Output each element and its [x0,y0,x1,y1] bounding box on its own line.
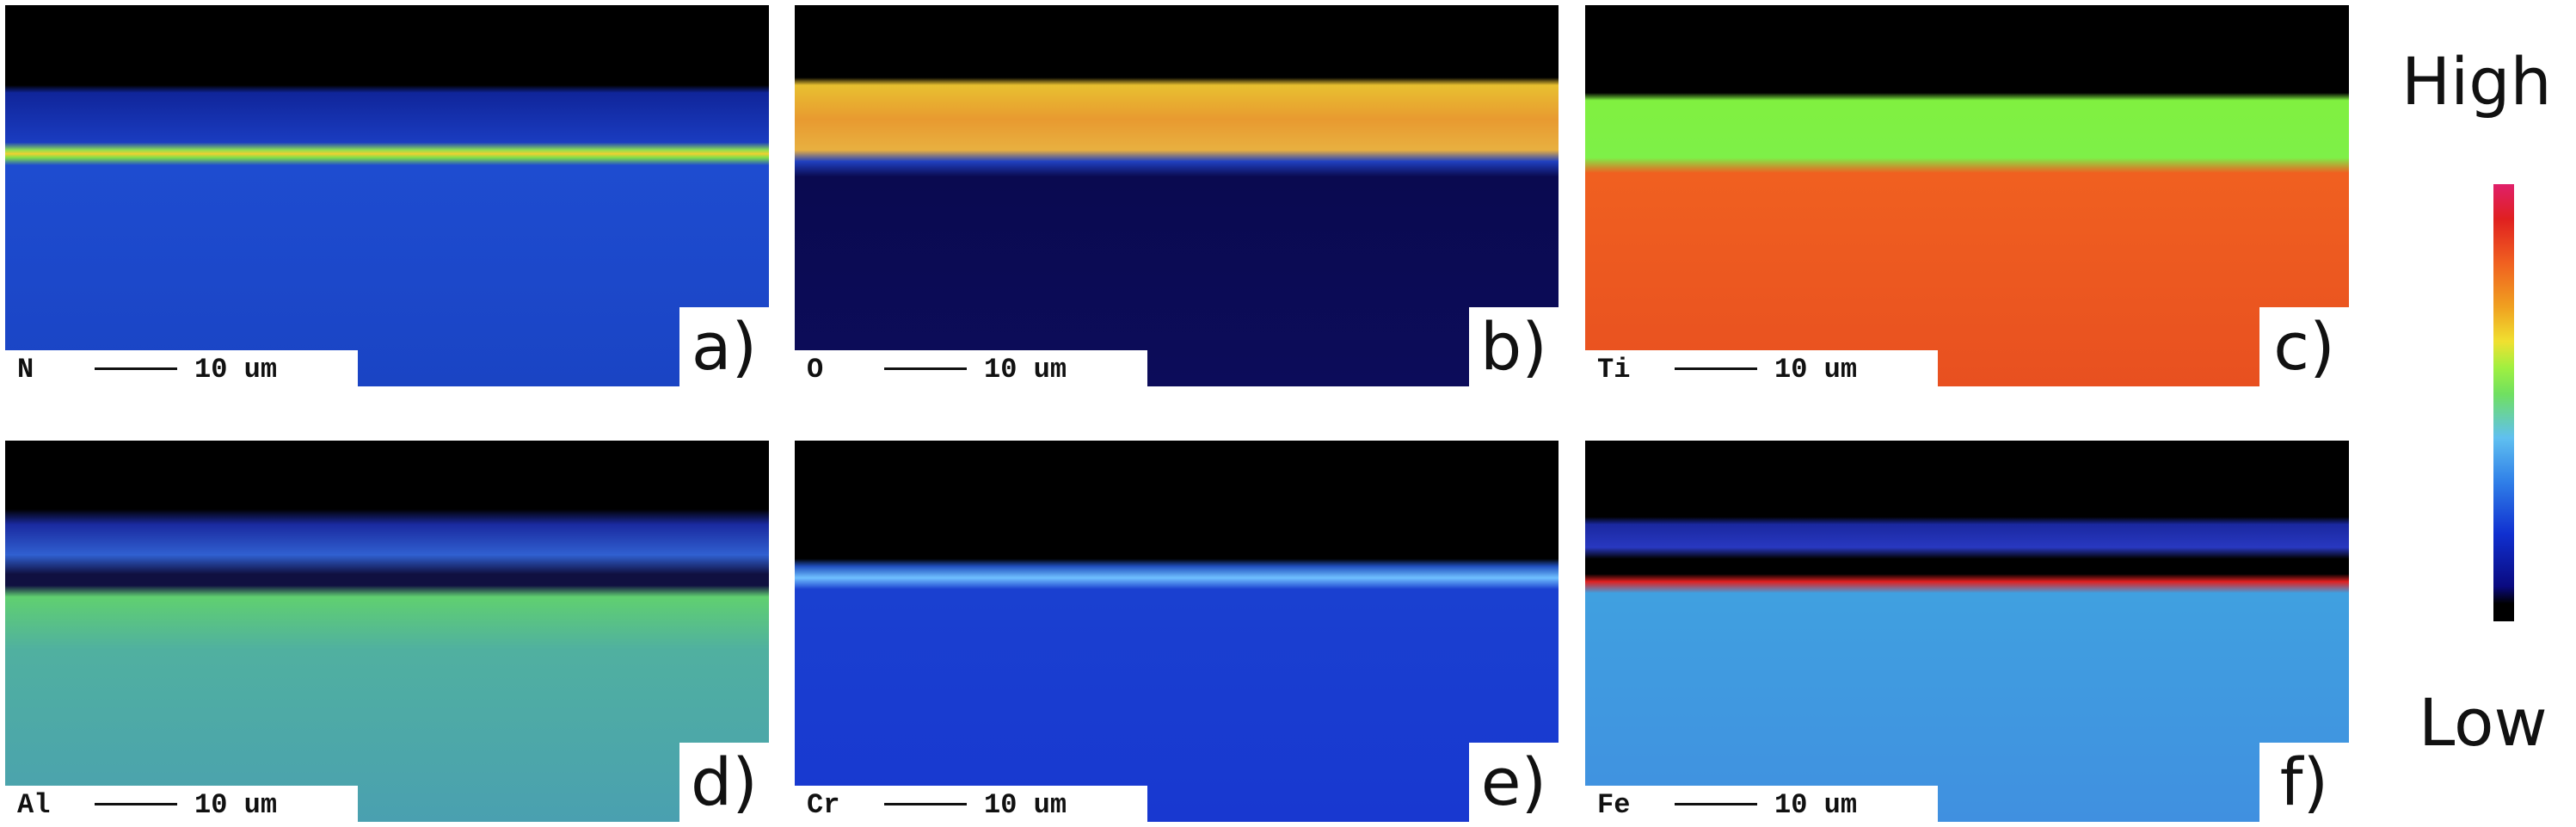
scale-label: 10 um [194,354,278,386]
scale-label: 10 um [1774,789,1858,821]
element-name: Ti [1597,354,1631,386]
map-caption: Ti 10 um [1585,350,1938,386]
element-name: Fe [1597,789,1631,821]
scale-label: 10 um [1774,354,1858,386]
panel-label: e) [1469,743,1559,822]
element-name: Al [17,789,51,821]
element-map: O 10 um b) [795,5,1559,386]
map-caption: N 10 um [5,350,358,386]
map-caption: Cr 10 um [795,786,1147,822]
scale-label: 10 um [984,789,1067,821]
scale-label: 10 um [984,354,1067,386]
scale-bar [884,803,967,805]
scale-label: 10 um [194,789,278,821]
element-map: N 10 um a) [5,5,769,386]
map-caption: O 10 um [795,350,1147,386]
scale-bar [1675,367,1757,370]
element-name: Cr [807,789,840,821]
map-caption: Al 10 um [5,786,358,822]
scale-bar [95,367,177,370]
color-bar [2493,184,2514,621]
colorbar-low-label: Low [2419,684,2548,761]
element-map: Al 10 um d) [5,441,769,822]
scale-bar [95,803,177,805]
colorbar-high-label: High [2401,43,2552,120]
panel-label: a) [679,307,769,386]
element-map: Ti 10 um c) [1585,5,2349,386]
panel-label: d) [679,743,769,822]
element-name: O [807,354,824,386]
scale-bar [1675,803,1757,805]
element-map: Fe 10 um f) [1585,441,2349,822]
map-caption: Fe 10 um [1585,786,1938,822]
panel-label: f) [2259,743,2349,822]
element-map: Cr 10 um e) [795,441,1559,822]
scale-bar [884,367,967,370]
panel-label: c) [2259,307,2349,386]
element-name: N [17,354,34,386]
panel-label: b) [1469,307,1559,386]
